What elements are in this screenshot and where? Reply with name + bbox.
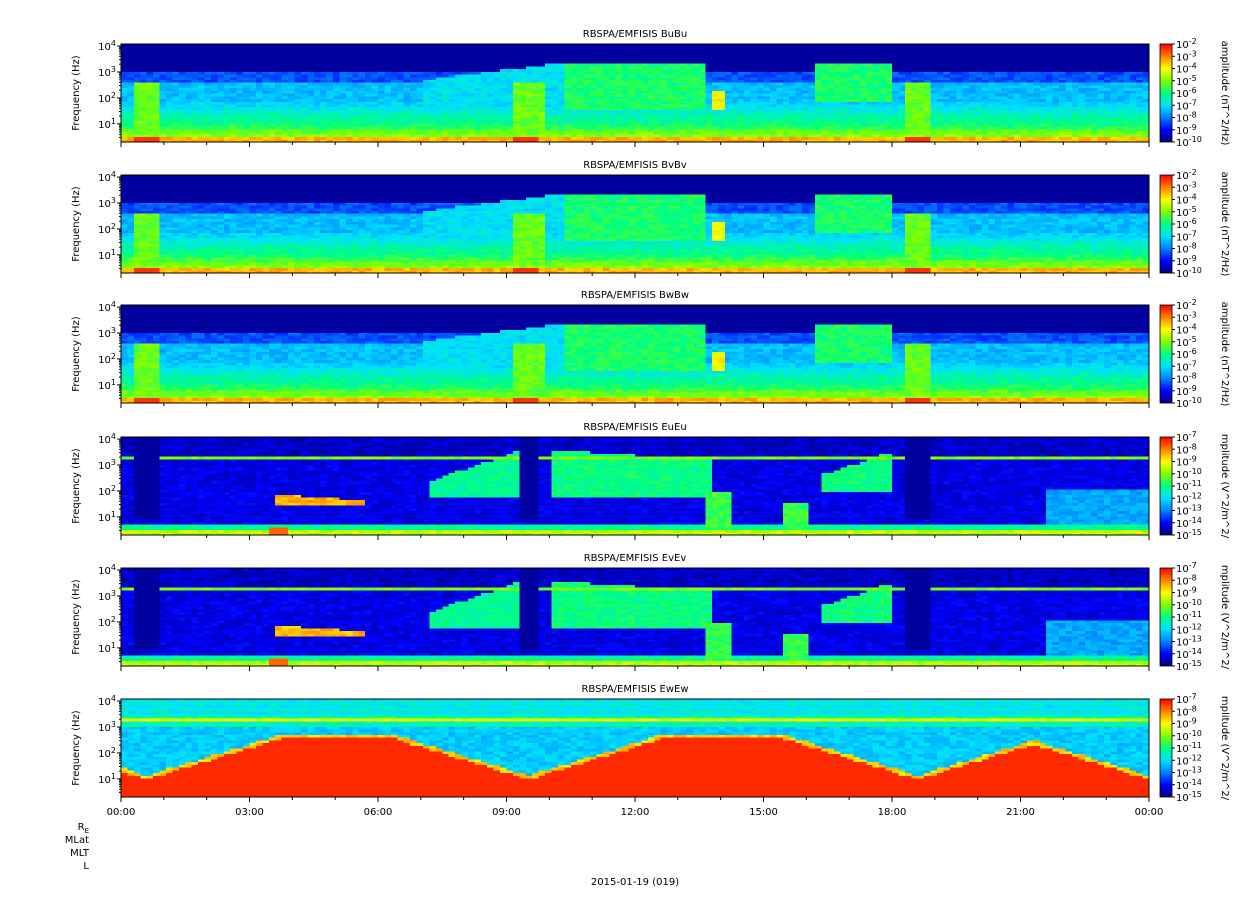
colorbar-label: amplitude (nT^2/Hz) bbox=[1219, 172, 1230, 277]
y-axis-label: Frequency (Hz) bbox=[71, 710, 82, 786]
y-tick-label: 104 bbox=[98, 563, 116, 577]
ephemeris-label: L bbox=[83, 861, 89, 872]
y-tick-label: 103 bbox=[98, 196, 116, 210]
x-tick-label: 21:00 bbox=[1006, 807, 1035, 818]
panel-title: RBSPA/EMFISIS BuBu bbox=[583, 29, 687, 40]
x-tick-label: 12:00 bbox=[621, 807, 650, 818]
date-label: 2015-01-19 (019) bbox=[591, 877, 679, 888]
x-tick-label: 00:00 bbox=[107, 807, 136, 818]
y-axis-label: Frequency (Hz) bbox=[71, 186, 82, 262]
y-tick-label: 102 bbox=[98, 746, 116, 760]
y-tick-label: 101 bbox=[98, 248, 116, 262]
colorbar bbox=[1160, 175, 1172, 273]
colorbar-tick-label: 10-10 bbox=[1176, 396, 1202, 410]
x-tick-label: 00:00 bbox=[1135, 807, 1164, 818]
ephemeris-label: MLT bbox=[70, 848, 90, 859]
spectrogram-cells bbox=[121, 437, 1150, 536]
colorbar-tick-label: 10-15 bbox=[1176, 528, 1202, 542]
y-tick-label: 102 bbox=[98, 352, 116, 366]
panel-title: RBSPA/EMFISIS EuEu bbox=[583, 422, 686, 433]
spectrogram-panel: RBSPA/EMFISIS EvEv 101 102 103 104 Frequency … bbox=[71, 553, 1230, 673]
x-tick-label: 09:00 bbox=[492, 807, 521, 818]
spectrogram-panel: RBSPA/EMFISIS EuEu 101 102 103 104 Frequency … bbox=[71, 422, 1230, 542]
spectrogram-cells bbox=[121, 175, 1150, 274]
ephemeris-label: RE bbox=[78, 822, 89, 835]
colorbar bbox=[1160, 305, 1172, 403]
colorbar-label: mplitude (V^2/m^2/ bbox=[1219, 434, 1230, 539]
panel-title: RBSPA/EMFISIS BvBv bbox=[583, 160, 687, 171]
panel-title: RBSPA/EMFISIS EwEw bbox=[581, 684, 688, 695]
y-tick-label: 103 bbox=[98, 65, 116, 79]
colorbar-tick-label: 10-10 bbox=[1176, 266, 1202, 280]
spectrogram-panel: RBSPA/EMFISIS BvBv 101 102 103 104 Frequency … bbox=[71, 160, 1230, 280]
spectrogram-cells bbox=[121, 44, 1150, 143]
y-tick-label: 103 bbox=[98, 458, 116, 472]
colorbar-tick-label: 10-15 bbox=[1176, 790, 1202, 804]
colorbar-label: amplitude (nT^2/Hz) bbox=[1219, 41, 1230, 146]
spectrogram-panel: RBSPA/EMFISIS BuBu 101 102 103 104 Frequency … bbox=[71, 29, 1230, 149]
y-tick-label: 101 bbox=[98, 641, 116, 655]
spectrogram-cells bbox=[121, 568, 1150, 667]
colorbar bbox=[1160, 437, 1172, 535]
colorbar-label: mplitude (V^2/m^2/ bbox=[1219, 696, 1230, 801]
spectrogram-panel: RBSPA/EMFISIS BwBw 101 102 103 104 Frequency … bbox=[71, 290, 1230, 410]
y-tick-label: 103 bbox=[98, 326, 116, 340]
colorbar-tick-label: 10-10 bbox=[1176, 135, 1202, 149]
y-tick-label: 101 bbox=[98, 510, 116, 524]
y-tick-label: 103 bbox=[98, 589, 116, 603]
y-tick-label: 102 bbox=[98, 484, 116, 498]
colorbar-tick-label: 10-15 bbox=[1176, 659, 1202, 673]
y-axis-label: Frequency (Hz) bbox=[71, 316, 82, 392]
spectrogram-cells bbox=[121, 699, 1150, 798]
y-tick-label: 104 bbox=[98, 694, 116, 708]
colorbar bbox=[1160, 44, 1172, 142]
ephemeris-label: MLat bbox=[65, 835, 89, 846]
spectrogram-panel: RBSPA/EMFISIS EwEw 101 102 103 104 Frequency … bbox=[71, 684, 1230, 804]
y-tick-label: 104 bbox=[98, 432, 116, 446]
y-tick-label: 102 bbox=[98, 615, 116, 629]
y-tick-label: 101 bbox=[98, 772, 116, 786]
y-axis-label: Frequency (Hz) bbox=[71, 579, 82, 655]
y-tick-label: 104 bbox=[98, 39, 116, 53]
colorbar bbox=[1160, 568, 1172, 666]
y-tick-label: 103 bbox=[98, 720, 116, 734]
colorbar-label: amplitude (nT^2/Hz) bbox=[1219, 302, 1230, 407]
y-axis-label: Frequency (Hz) bbox=[71, 448, 82, 524]
y-tick-label: 101 bbox=[98, 378, 116, 392]
colorbar-label: mplitude (V^2/m^2/ bbox=[1219, 565, 1230, 670]
y-tick-label: 101 bbox=[98, 117, 116, 131]
x-tick-label: 18:00 bbox=[878, 807, 907, 818]
panel-title: RBSPA/EMFISIS BwBw bbox=[581, 290, 689, 301]
y-tick-label: 102 bbox=[98, 222, 116, 236]
y-axis-label: Frequency (Hz) bbox=[71, 55, 82, 131]
y-tick-label: 102 bbox=[98, 91, 116, 105]
panel-title: RBSPA/EMFISIS EvEv bbox=[584, 553, 687, 564]
spectrogram-cells bbox=[121, 305, 1150, 404]
y-tick-label: 104 bbox=[98, 300, 116, 314]
y-tick-label: 104 bbox=[98, 170, 116, 184]
x-tick-label: 15:00 bbox=[749, 807, 778, 818]
colorbar bbox=[1160, 699, 1172, 797]
x-tick-label: 06:00 bbox=[364, 807, 393, 818]
x-tick-label: 03:00 bbox=[235, 807, 264, 818]
